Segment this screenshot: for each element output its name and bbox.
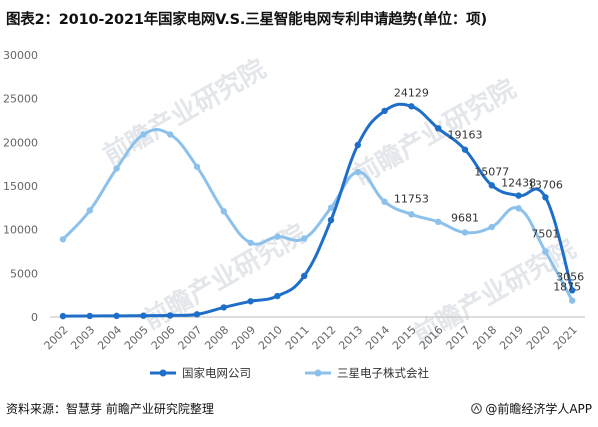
y-tick-label: 25000: [3, 93, 38, 106]
data-point: [327, 216, 335, 224]
x-tick-label: 2009: [229, 323, 258, 352]
y-tick-label: 15000: [3, 180, 38, 193]
data-point: [354, 168, 361, 176]
data-point: [140, 312, 147, 319]
data-label: 1875: [553, 281, 581, 294]
data-point: [569, 287, 576, 294]
y-tick-label: 0: [31, 311, 38, 324]
data-point: [515, 205, 522, 212]
data-point: [220, 208, 227, 215]
data-point: [274, 292, 281, 300]
data-point: [167, 131, 174, 138]
data-point: [113, 312, 120, 320]
data-point: [381, 107, 388, 115]
series-1: [59, 102, 576, 320]
legend-swatch-marker: [314, 369, 322, 377]
chart-title: 图表2：2010-2021年国家电网V.S.三星智能电网专利申请趋势(单位：项): [6, 12, 487, 28]
x-tick-label: 2007: [176, 323, 205, 352]
x-tick-label: 2004: [95, 323, 124, 352]
x-tick-label: 2021: [551, 323, 580, 352]
x-tick-label: 2002: [42, 323, 71, 352]
y-tick-label: 5000: [10, 267, 38, 280]
data-label: 11753: [394, 192, 429, 205]
data-point: [569, 297, 576, 304]
data-label: 13706: [528, 178, 563, 191]
x-tick-label: 2005: [122, 323, 151, 352]
data-point: [59, 236, 67, 243]
data-label: 12438: [501, 177, 536, 190]
legend-swatch-marker: [159, 369, 167, 377]
data-point: [461, 229, 469, 236]
series-2: [59, 128, 576, 304]
data-point: [220, 304, 227, 311]
x-tick-label: 2010: [256, 323, 285, 352]
legend-label: 国家电网公司: [182, 366, 251, 380]
y-tick-label: 10000: [3, 224, 38, 237]
x-tick-label: 2013: [336, 323, 365, 352]
chart-legend: 国家电网公司 三星电子株式会社: [150, 366, 429, 380]
chart-series: [59, 102, 576, 320]
data-point: [461, 146, 469, 153]
x-tick-label: 2014: [363, 323, 392, 352]
data-label: 9681: [451, 211, 479, 224]
data-point: [354, 141, 361, 149]
data-point: [327, 204, 335, 212]
x-tick-label: 2008: [202, 323, 231, 352]
data-label: 3056: [556, 270, 584, 283]
data-point: [408, 103, 415, 110]
data-point: [86, 312, 94, 320]
data-point: [193, 163, 201, 170]
x-tick-label: 2019: [497, 323, 526, 352]
data-point: [515, 192, 522, 199]
x-tick-label: 2020: [524, 323, 553, 352]
y-tick-label: 20000: [3, 136, 38, 149]
data-point: [140, 131, 147, 138]
brand-credit: @前瞻经济学人APP: [471, 400, 592, 417]
data-point: [113, 165, 120, 172]
data-point: [301, 272, 308, 280]
data-label: 7501: [531, 227, 559, 240]
data-label: 24129: [394, 86, 429, 99]
y-tick-label: 30000: [3, 49, 38, 62]
legend-label: 三星电子株式会社: [337, 366, 429, 380]
watermark-text: 前瞻产业研究院: [98, 53, 271, 171]
data-point: [193, 311, 201, 318]
data-point: [274, 233, 281, 240]
legend-item: 三星电子株式会社: [305, 366, 429, 380]
data-point: [488, 182, 495, 189]
data-label: 19163: [448, 129, 483, 142]
source-note: 资料来源：智慧芽 前瞻产业研究院整理: [6, 402, 214, 416]
data-label: 15077: [474, 165, 509, 178]
watermark-text: 前瞻产业研究院: [138, 218, 311, 336]
x-tick-label: 2003: [68, 323, 97, 352]
data-point: [59, 312, 67, 320]
data-point: [435, 125, 442, 132]
x-tick-label: 2018: [470, 323, 499, 352]
data-point: [542, 194, 549, 201]
brand-logo-icon: [471, 403, 483, 414]
x-tick-label: 2012: [310, 323, 339, 352]
data-point: [381, 198, 388, 205]
brand-text: @前瞻经济学人APP: [485, 402, 592, 416]
x-tick-label: 2011: [283, 323, 312, 352]
data-point: [408, 211, 415, 218]
data-point: [167, 312, 174, 319]
data-point: [86, 207, 94, 214]
data-point: [488, 223, 495, 231]
data-point: [247, 239, 254, 246]
data-point: [301, 235, 308, 242]
legend-item: 国家电网公司: [150, 366, 251, 380]
data-point: [542, 248, 549, 255]
data-point: [435, 218, 442, 226]
data-point: [247, 298, 254, 305]
